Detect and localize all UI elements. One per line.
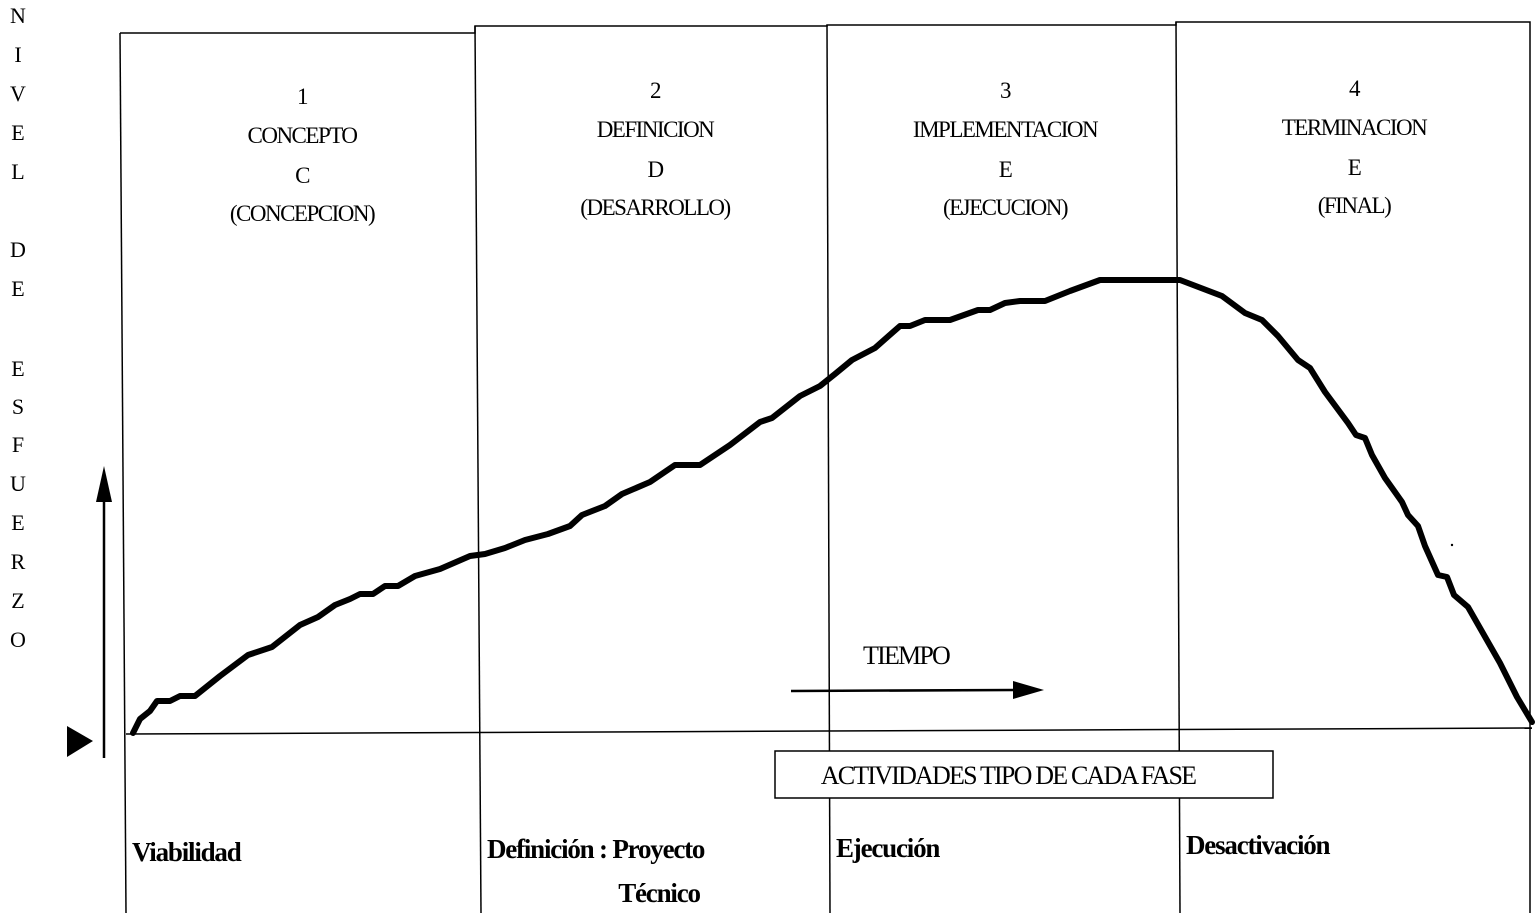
activity-label-line2: Técnico (618, 878, 700, 908)
y-axis-letter: I (14, 42, 21, 67)
y-axis-letter: S (12, 394, 24, 419)
phase-name: TERMINACION (1282, 115, 1428, 140)
origin-marker-icon (67, 726, 93, 757)
y-axis-letter: R (11, 549, 26, 574)
phase-number: 4 (1349, 76, 1361, 101)
y-axis-label: N I V E L D E E S F U E R Z O (10, 3, 26, 652)
phase-name: CONCEPTO (248, 123, 358, 148)
phase-description: (FINAL) (1318, 193, 1391, 218)
y-axis-letter: N (10, 3, 26, 28)
speck (1450, 543, 1454, 547)
effort-curve (130, 277, 1535, 736)
phase-number: 1 (297, 84, 308, 109)
y-axis-letter: E (11, 276, 24, 301)
phase-header-4: 4 TERMINACION E (FINAL) (1282, 76, 1430, 218)
y-axis-letter: L (11, 159, 24, 184)
phase-grid (119, 21, 1533, 913)
activities-title-box (774, 750, 1274, 799)
phase-letter: E (999, 157, 1012, 182)
y-axis-letter: V (10, 81, 26, 106)
phase-number: 3 (1000, 78, 1011, 103)
phase-header-2: 2 DEFINICION D (DESARROLLO) (580, 78, 732, 220)
y-axis-letter: E (11, 356, 24, 381)
y-axis-letter: F (12, 432, 24, 457)
y-axis-letter: E (11, 510, 24, 535)
phase-letter: D (647, 157, 663, 182)
activities-title: ACTIVIDADES TIPO DE CADA FASE (821, 761, 1196, 790)
activity-label: Viabilidad (132, 837, 242, 867)
y-axis-letter: U (10, 471, 26, 496)
phase-name: DEFINICION (597, 117, 715, 142)
activity-label: Ejecución (836, 833, 940, 863)
phase-description: (EJECUCION) (943, 195, 1068, 220)
right-arrow-icon (790, 681, 1044, 699)
up-arrow-icon (96, 466, 112, 758)
phase-header-1: 1 CONCEPTO C (CONCEPCION) (230, 84, 377, 226)
activity-label: Desactivación (1186, 830, 1331, 860)
phase-name: IMPLEMENTACION (913, 117, 1099, 142)
phase-letter: C (295, 163, 310, 188)
y-axis-letter: D (10, 237, 26, 262)
phase-number: 2 (650, 78, 661, 103)
phase-header-3: 3 IMPLEMENTACION E (EJECUCION) (913, 78, 1101, 220)
y-axis-letter: E (11, 120, 24, 145)
phase-description: (CONCEPCION) (230, 201, 375, 226)
phase-letter: E (1348, 155, 1361, 180)
y-axis-letter: O (10, 627, 26, 652)
activity-label: Definición : Proyecto (487, 834, 705, 864)
y-axis-letter: Z (11, 588, 24, 613)
time-label: TIEMPO (863, 641, 950, 670)
phase-description: (DESARROLLO) (580, 195, 730, 220)
